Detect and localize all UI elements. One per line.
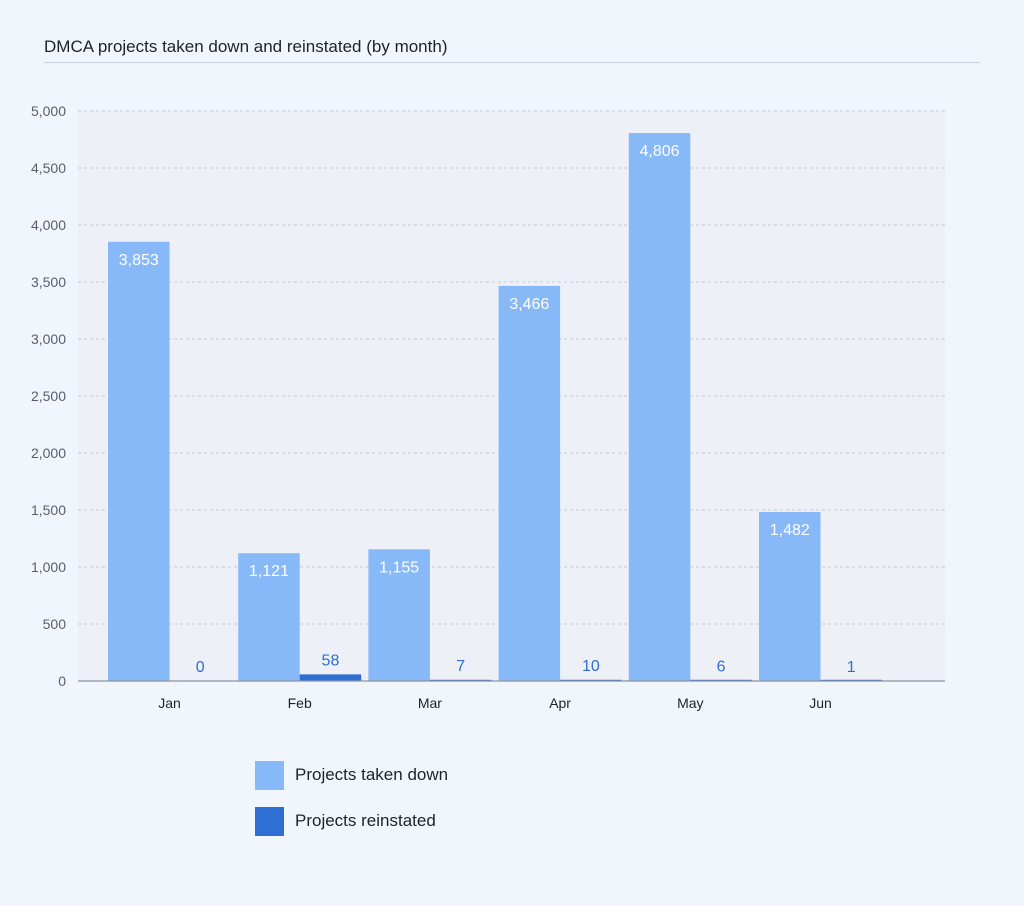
y-tick-label: 2,000 — [31, 445, 66, 461]
y-tick-label: 1,500 — [31, 502, 66, 518]
legend-label-reinstated: Projects reinstated — [295, 811, 436, 830]
legend-swatch-reinstated — [255, 806, 284, 836]
data-label-reinstated: 0 — [196, 659, 205, 676]
y-tick-label: 0 — [58, 673, 66, 689]
bar-taken-down — [368, 549, 430, 681]
x-tick-label: Jun — [809, 695, 832, 711]
data-label-reinstated: 1 — [847, 659, 856, 676]
x-tick-label: Feb — [288, 695, 312, 711]
data-label-taken-down: 3,853 — [119, 252, 159, 269]
y-tick-label: 3,500 — [31, 274, 66, 290]
legend-label-taken-down: Projects taken down — [295, 765, 449, 784]
legend: Projects taken down Projects reinstated — [255, 760, 448, 852]
legend-swatch-taken-down — [255, 760, 284, 790]
y-tick-label: 2,500 — [31, 388, 66, 404]
y-tick-label: 1,000 — [31, 559, 66, 575]
chart-title: DMCA projects taken down and reinstated … — [44, 37, 448, 56]
y-tick-label: 4,000 — [31, 217, 66, 233]
y-tick-label: 5,000 — [31, 103, 66, 119]
bar-reinstated — [299, 674, 362, 681]
y-tick-label: 3,000 — [31, 331, 66, 347]
x-tick-label: May — [677, 695, 703, 711]
bar-taken-down — [108, 241, 170, 681]
legend-item-reinstated: Projects reinstated — [255, 806, 448, 836]
legend-item-taken-down: Projects taken down — [255, 760, 448, 790]
data-label-taken-down: 1,121 — [249, 563, 289, 580]
y-tick-label: 500 — [43, 616, 67, 632]
data-label-taken-down: 4,806 — [640, 143, 680, 160]
bar-taken-down — [628, 133, 691, 682]
x-tick-label: Jan — [158, 695, 181, 711]
bar-taken-down — [759, 512, 821, 681]
data-label-taken-down: 1,155 — [379, 559, 419, 576]
data-label-reinstated: 58 — [322, 652, 340, 669]
data-label-taken-down: 1,482 — [770, 522, 810, 539]
x-tick-label: Apr — [549, 695, 571, 711]
x-tick-label: Mar — [418, 695, 442, 711]
chart-header: DMCA projects taken down and reinstated … — [44, 36, 980, 63]
bar-taken-down — [498, 285, 561, 681]
data-label-reinstated: 6 — [717, 658, 726, 675]
data-label-taken-down: 3,466 — [509, 296, 549, 313]
bar-taken-down — [238, 553, 300, 681]
data-label-reinstated: 7 — [456, 658, 465, 675]
data-label-reinstated: 10 — [582, 658, 600, 675]
y-tick-label: 4,500 — [31, 160, 66, 176]
